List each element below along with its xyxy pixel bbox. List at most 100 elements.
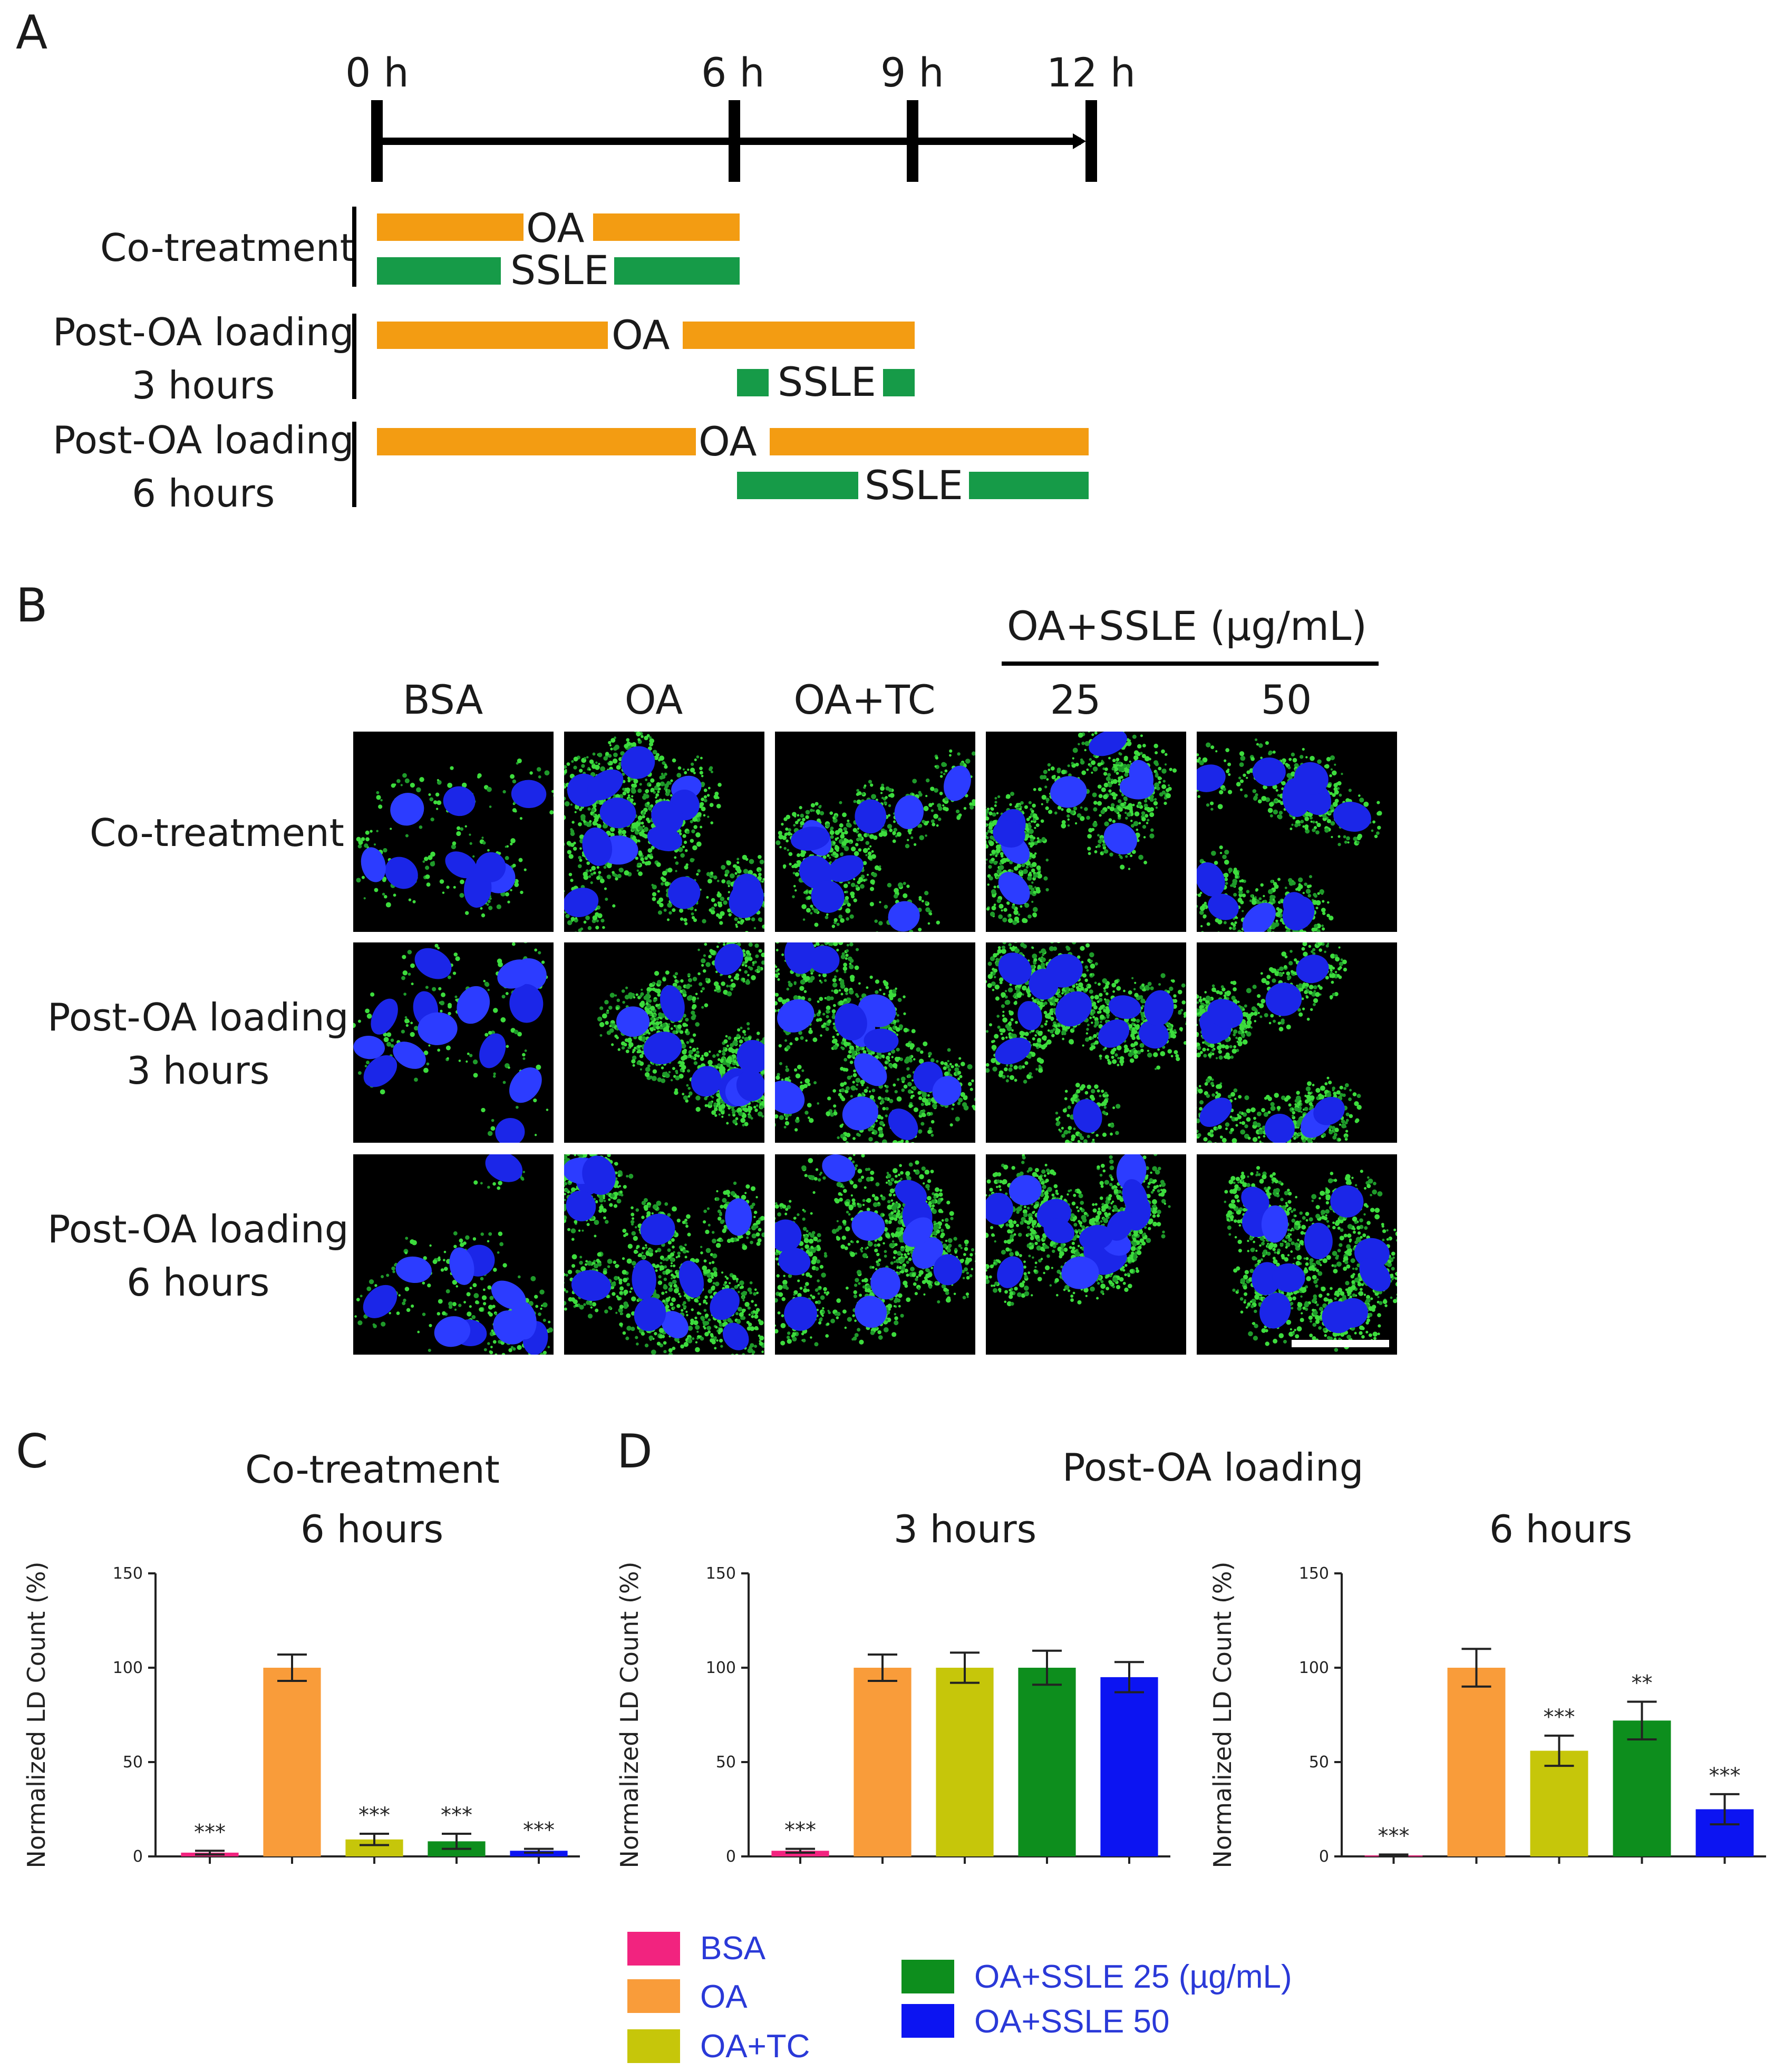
bar (1447, 1668, 1506, 1856)
legend-swatch-bsa (627, 1932, 680, 1966)
micrograph-tile (775, 732, 975, 932)
legend-swatch-ssle50 (901, 2004, 954, 2038)
column-header-bsa: BSA (402, 676, 483, 723)
significance-label: *** (784, 1818, 816, 1843)
ssle-bar (969, 472, 1089, 499)
ssle-bar-label: SSLE (865, 462, 963, 509)
label-line1: Post-OA loading (47, 1207, 349, 1251)
bar (1613, 1720, 1671, 1856)
label-line2: 3 hours (127, 1048, 270, 1093)
time-label-0h: 0 h (345, 49, 409, 96)
legend-swatch-oa (627, 1979, 680, 2013)
significance-label: *** (1544, 1705, 1575, 1729)
y-axis-label: Normalized LD Count (%) (615, 1562, 644, 1869)
oa-bar (683, 322, 915, 349)
label-line2: 6 hours (127, 1260, 270, 1305)
micrograph-tile (775, 942, 975, 1143)
oa-bar (593, 213, 740, 241)
label-line1: Post-OA loading (53, 310, 354, 354)
legend-label-ssle50: OA+SSLE 50 (974, 2003, 1170, 2040)
y-tick-label: 0 (133, 1847, 143, 1866)
micrograph-tile (775, 1154, 975, 1355)
column-header-25: 25 (1050, 676, 1101, 723)
micrograph-tile (986, 1154, 1186, 1355)
column-header-oatc: OA+TC (793, 676, 936, 723)
label-line1: Post-OA loading (53, 418, 354, 462)
bar (1100, 1677, 1158, 1856)
y-tick-label: 150 (706, 1564, 736, 1583)
schedule-label-cotreatment: Co-treatment (100, 226, 355, 270)
micrograph-tile (1197, 942, 1397, 1143)
oa-bar-label: OA (699, 418, 757, 465)
panel-b-letter: B (16, 578, 48, 633)
ssle-bar (737, 369, 769, 396)
chart-c-title-line1: Co-treatment (245, 1447, 500, 1492)
micrograph-tile (353, 942, 554, 1143)
row-divider (352, 314, 356, 399)
bar (1018, 1668, 1076, 1856)
bar (854, 1668, 912, 1856)
micro-row-label-post6h: Post-OA loading 6 hours (47, 1203, 348, 1309)
time-label-6h: 6 h (701, 49, 765, 96)
chart-d-title: Post-OA loading (1062, 1445, 1364, 1490)
micrograph-tile (353, 732, 554, 932)
significance-label: *** (1378, 1824, 1410, 1848)
y-tick-label: 50 (716, 1753, 736, 1772)
y-tick-label: 100 (1299, 1659, 1329, 1677)
y-axis-label: Normalized LD Count (%) (22, 1562, 51, 1869)
ssle-bar-label: SSLE (778, 358, 876, 405)
significance-label: ** (1632, 1671, 1653, 1695)
micrograph-tile (353, 1154, 554, 1355)
oa-bar (377, 213, 523, 241)
y-tick-label: 100 (113, 1659, 143, 1677)
row-divider (352, 422, 356, 507)
chart-c-title-line2: 6 hours (300, 1507, 444, 1551)
legend-label-bsa: BSA (700, 1930, 766, 1967)
bar (936, 1668, 994, 1856)
micro-row-label-cotreatment: Co-treatment (90, 806, 344, 860)
micrograph-tile (986, 942, 1186, 1143)
ssle-bar (737, 472, 858, 499)
bar (263, 1668, 321, 1856)
schedule-label-post3h: Post-OA loading 3 hours (53, 306, 354, 412)
y-axis-label: Normalized LD Count (%) (1208, 1562, 1237, 1869)
micrograph-tile (564, 1154, 764, 1355)
y-tick-label: 50 (123, 1753, 143, 1772)
oa-bar (377, 428, 696, 455)
legend-swatch-ssle25 (901, 1960, 954, 1993)
micrograph-tile (564, 732, 764, 932)
significance-label: *** (358, 1803, 390, 1827)
scale-bar (1292, 1340, 1389, 1347)
micrograph-tile (1197, 1154, 1397, 1355)
y-tick-label: 150 (1299, 1564, 1329, 1583)
column-header-oa: OA (624, 676, 683, 723)
label-line2: 3 hours (132, 363, 275, 407)
column-group-header: OA+SSLE (µg/mL) (1007, 602, 1368, 649)
ssle-bar (883, 369, 915, 396)
ssle-bar (377, 257, 501, 285)
chart-d-sub2: 6 hours (1489, 1507, 1633, 1551)
bar (1530, 1750, 1588, 1856)
legend-label-oa: OA (700, 1979, 748, 2015)
oa-bar (770, 428, 1089, 455)
ssle-bar-label: SSLE (510, 247, 609, 294)
micrograph-tile (564, 942, 764, 1143)
row-divider (352, 207, 356, 287)
group-underline (1002, 662, 1379, 666)
schedule-label-post6h: Post-OA loading 6 hours (53, 414, 354, 520)
micrograph-tile (1197, 732, 1397, 932)
panel-c-letter: C (16, 1424, 49, 1478)
significance-label: *** (523, 1818, 555, 1843)
y-tick-label: 0 (1319, 1847, 1329, 1866)
ssle-bar (614, 257, 740, 285)
y-tick-label: 0 (726, 1847, 736, 1866)
panel-a-letter: A (16, 5, 48, 60)
timeline-axis (371, 100, 1097, 182)
oa-bar-label: OA (526, 205, 585, 251)
legend-swatch-oatc (627, 2029, 680, 2063)
time-label-12h: 12 h (1046, 49, 1136, 96)
y-tick-label: 150 (113, 1564, 143, 1583)
chart-d-sub1: 3 hours (894, 1507, 1037, 1551)
label-line2: 6 hours (132, 471, 275, 515)
